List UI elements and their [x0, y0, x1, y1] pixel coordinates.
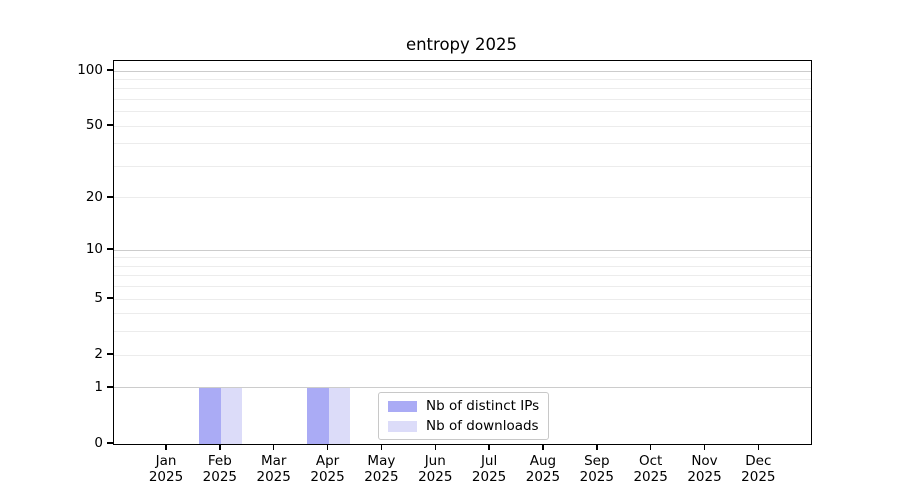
x-tick-month: Feb [207, 453, 232, 469]
y-tick-mark-20 [107, 196, 113, 198]
x-tick-year: 2025 [148, 469, 184, 485]
gridline-y-1 [114, 387, 811, 389]
legend-label-distinct-ips: Nb of distinct IPs [426, 398, 540, 414]
x-tick-year: 2025 [687, 469, 722, 485]
gridline-y-90 [114, 78, 811, 80]
x-tick-month: Mar [260, 453, 287, 469]
x-tick-month: Jan [155, 453, 177, 469]
gridline-y-20 [114, 197, 811, 199]
x-tick-label-mar: Mar 2025 [244, 453, 304, 485]
legend: Nb of distinct IPs Nb of downloads [378, 392, 550, 440]
gridline-y-60 [114, 111, 811, 113]
x-tick-mark-aug [542, 444, 544, 450]
x-tick-mark-mar [272, 444, 275, 450]
x-tick-label-apr: Apr 2025 [298, 453, 358, 485]
x-tick-mark-may [380, 444, 383, 450]
gridline-y-3 [114, 331, 811, 333]
x-tick-month: May [367, 453, 396, 469]
bar-nb-of-downloads-feb [220, 387, 243, 444]
x-tick-month: Oct [638, 453, 663, 469]
gridline-y-5 [114, 298, 811, 300]
y-tick-label-10: 10 [85, 241, 103, 258]
chart-title: entropy 2025 [405, 35, 518, 54]
x-tick-year: 2025 [471, 469, 507, 485]
gridline-y-80 [114, 88, 811, 90]
gridline-y-9 [114, 257, 811, 259]
gridline-y-40 [114, 143, 811, 145]
y-tick-mark-0 [107, 442, 113, 444]
x-tick-month: Apr [315, 453, 340, 469]
x-tick-year: 2025 [256, 469, 291, 485]
y-tick-mark-2 [107, 353, 113, 355]
x-tick-label-nov: Nov 2025 [675, 453, 735, 485]
legend-row: Nb of distinct IPs [388, 398, 539, 414]
gridline-y-7 [114, 275, 811, 277]
bar-nb-of-distinct-ips-feb [199, 387, 221, 444]
x-tick-mark-oct [649, 444, 652, 450]
x-tick-mark-jan [165, 444, 167, 450]
gridline-y-2 [114, 354, 811, 356]
x-tick-month: Aug [529, 453, 557, 469]
x-tick-label-jul: Jul 2025 [459, 453, 519, 485]
gridline-y-70 [114, 98, 811, 100]
gridline-y-100 [114, 70, 811, 72]
legend-swatch-downloads [388, 420, 417, 432]
x-tick-year: 2025 [202, 469, 238, 485]
x-tick-mark-dec [757, 444, 760, 450]
bar-nb-of-distinct-ips-apr [307, 387, 329, 444]
legend-row: Nb of downloads [388, 418, 539, 434]
x-tick-month: Sep [584, 453, 610, 469]
x-tick-year: 2025 [525, 469, 561, 485]
x-tick-label-dec: Dec 2025 [728, 453, 788, 485]
bar-nb-of-downloads-apr [328, 387, 351, 444]
x-tick-mark-apr [326, 444, 329, 450]
x-tick-mark-feb [219, 444, 221, 450]
y-tick-label-0: 0 [94, 435, 103, 451]
x-tick-year: 2025 [633, 469, 668, 485]
y-tick-mark-1 [107, 386, 113, 388]
x-tick-label-may: May 2025 [351, 453, 411, 485]
y-tick-label-100: 100 [77, 62, 103, 78]
x-tick-mark-jul [488, 444, 490, 450]
y-tick-label-5: 5 [94, 290, 103, 307]
x-tick-label-sep: Sep 2025 [567, 453, 627, 485]
y-tick-mark-100 [107, 69, 113, 71]
plot-area [113, 60, 812, 445]
x-tick-label-aug: Aug 2025 [513, 453, 573, 485]
x-tick-year: 2025 [579, 469, 614, 485]
x-tick-label-jun: Jun 2025 [405, 453, 465, 485]
gridline-y-6 [114, 286, 811, 288]
y-tick-mark-5 [107, 297, 113, 299]
gridline-y-30 [114, 165, 811, 167]
x-tick-mark-jun [434, 444, 436, 450]
x-tick-year: 2025 [418, 469, 453, 485]
legend-label-downloads: Nb of downloads [426, 418, 539, 434]
y-tick-label-20: 20 [85, 188, 103, 205]
gridline-y-8 [114, 265, 811, 267]
y-tick-label-2: 2 [94, 346, 103, 363]
y-tick-mark-10 [107, 248, 113, 250]
x-tick-label-jan: Jan 2025 [136, 453, 196, 485]
y-tick-label-1: 1 [94, 378, 103, 395]
x-tick-label-feb: Feb 2025 [190, 453, 250, 485]
y-tick-label-50: 50 [85, 117, 103, 134]
gridline-y-50 [114, 125, 811, 127]
legend-swatch-distinct-ips [388, 400, 417, 412]
x-tick-year: 2025 [310, 469, 345, 485]
x-tick-mark-nov [703, 444, 706, 450]
x-tick-year: 2025 [741, 469, 776, 485]
x-tick-year: 2025 [364, 469, 399, 485]
gridline-y-4 [114, 313, 811, 315]
y-tick-mark-50 [107, 124, 113, 126]
x-tick-mark-sep [596, 444, 598, 450]
x-tick-month: Dec [745, 453, 772, 469]
x-tick-label-oct: Oct 2025 [621, 453, 681, 485]
x-tick-month: Jun [424, 453, 446, 469]
gridline-y-10 [114, 249, 811, 251]
x-tick-month: Nov [691, 453, 718, 469]
x-tick-month: Jul [480, 453, 498, 469]
